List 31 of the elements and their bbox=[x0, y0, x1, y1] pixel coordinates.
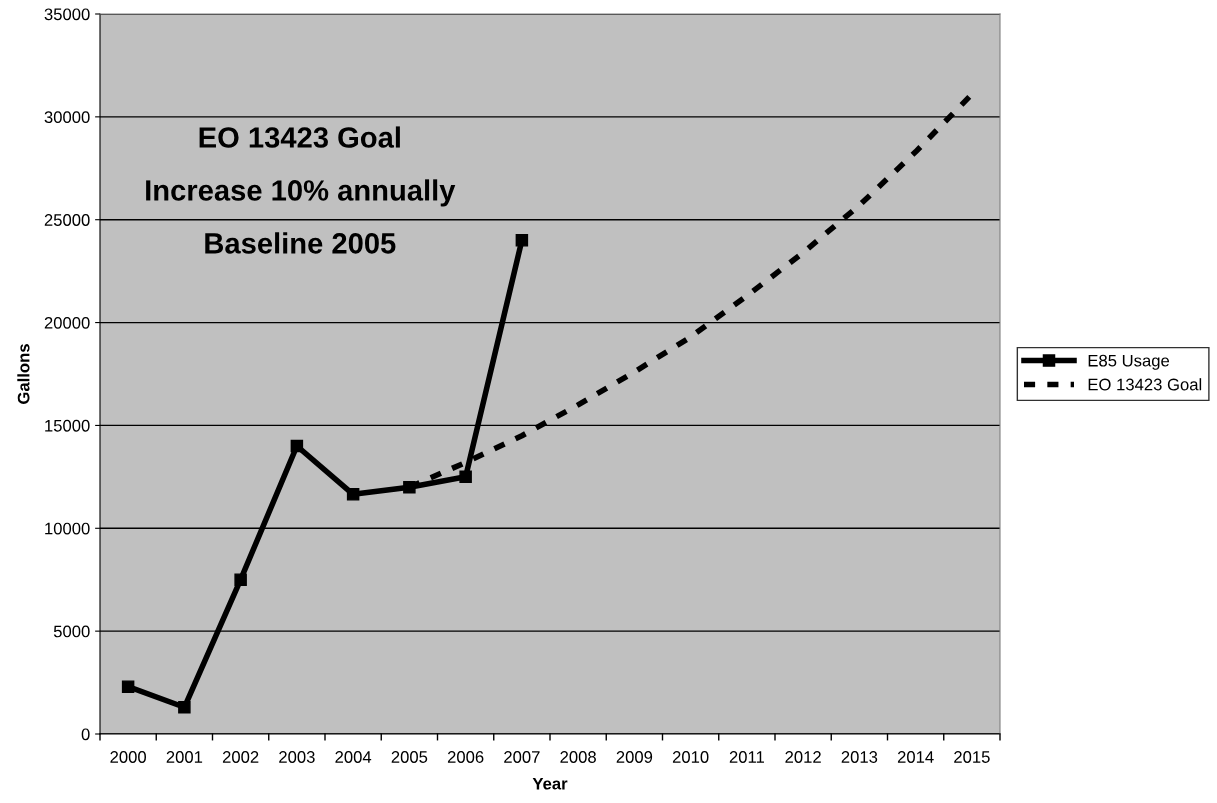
y-tick-label: 15000 bbox=[45, 419, 90, 432]
x-tick-label: 2015 bbox=[954, 751, 990, 763]
x-tick-label: 2003 bbox=[279, 751, 315, 763]
x-tick-label: 2011 bbox=[729, 751, 764, 763]
y-tick-label: 5000 bbox=[53, 625, 90, 638]
x-axis-title: Year bbox=[532, 777, 568, 790]
legend-label: E85 Usage bbox=[1088, 354, 1170, 370]
x-tick-label: 2012 bbox=[785, 751, 821, 763]
x-tick-label: 2007 bbox=[504, 751, 540, 763]
annotation: EO 13423 Goal bbox=[199, 126, 400, 148]
y-tick-label: 25000 bbox=[44, 214, 90, 226]
x-tick-label: 2009 bbox=[616, 751, 653, 763]
x-tick-label: 2001 bbox=[166, 751, 203, 763]
x-tick-label: 2005 bbox=[391, 751, 428, 763]
x-tick-label: 2013 bbox=[841, 751, 878, 763]
y-tick-label: 20000 bbox=[44, 316, 90, 329]
y-tick-label: 0 bbox=[81, 728, 90, 741]
x-tick-label: 2000 bbox=[110, 751, 147, 763]
y-tick-label: 10000 bbox=[45, 522, 90, 535]
x-tick-label: 2014 bbox=[897, 751, 934, 763]
y-tick-label: 35000 bbox=[44, 8, 90, 21]
annotation: Increase 10% annually bbox=[146, 179, 456, 207]
x-tick-label: 2008 bbox=[560, 751, 596, 763]
x-tick-label: 2006 bbox=[447, 751, 484, 763]
x-tick-label: 2010 bbox=[672, 751, 709, 763]
y-tick-label: 30000 bbox=[44, 111, 90, 124]
legend-label: EO 13423 Goal bbox=[1088, 378, 1202, 391]
annotation: Baseline 2005 bbox=[205, 232, 396, 254]
y-axis-title: Gallons bbox=[17, 344, 30, 404]
x-tick-label: 2004 bbox=[335, 751, 372, 763]
x-tick-label: 2002 bbox=[222, 751, 259, 763]
